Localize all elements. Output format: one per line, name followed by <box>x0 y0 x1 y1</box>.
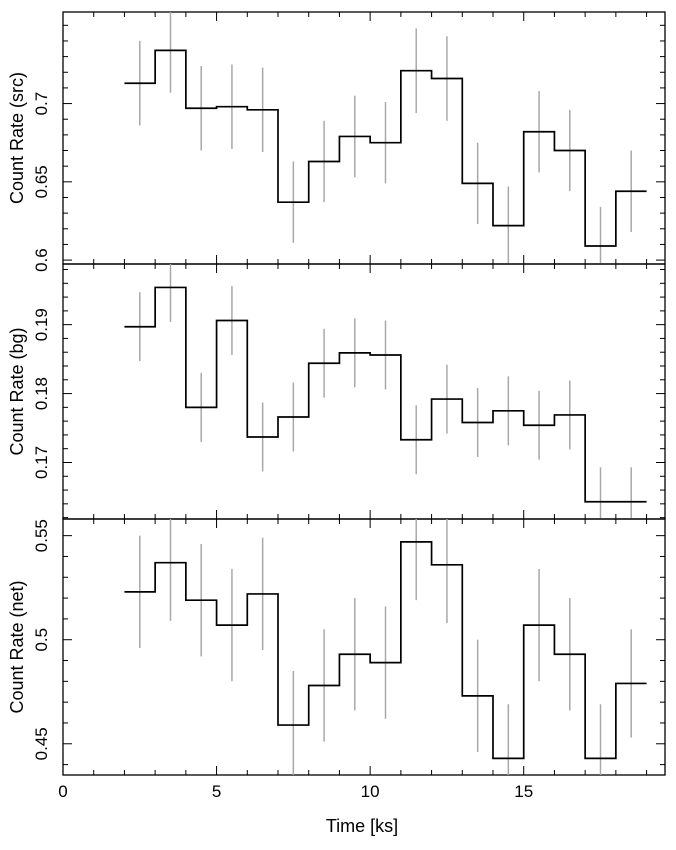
y-tick-label: 0.55 <box>32 519 51 552</box>
data-layer <box>124 12 647 264</box>
y-tick-label: 0.19 <box>32 308 51 341</box>
y-axis-title: Count Rate (src) <box>7 72 27 204</box>
y-axis-title: Count Rate (net) <box>7 580 27 713</box>
y-tick-label: 0.45 <box>32 727 51 760</box>
panel-1: 0.6 0.65 0.7 Count Rate (src) <box>7 11 666 272</box>
step-line <box>124 49 647 247</box>
plot-frame <box>62 11 666 265</box>
y-axis-title: Count Rate (bg) <box>7 327 27 455</box>
panel-2: 0.17 0.18 0.19 Count Rate (bg) <box>7 263 666 520</box>
data-layer <box>124 264 647 519</box>
x-tick-label: 0 <box>58 782 67 801</box>
x-tick-label: 15 <box>514 782 533 801</box>
step-line <box>124 541 647 760</box>
plot-frame <box>62 518 666 776</box>
x-tick-label: 10 <box>361 782 380 801</box>
y-tick-label: 0.18 <box>32 377 51 410</box>
panel-3: 0.45 0.5 0.55 Count Rate (net) <box>7 518 666 776</box>
y-tick-label: 0.7 <box>32 92 51 116</box>
step-line <box>124 286 647 503</box>
y-tick-label: 0.17 <box>32 446 51 479</box>
plot-frame <box>62 263 666 520</box>
data-layer <box>124 519 647 775</box>
x-tick-label: 5 <box>212 782 221 801</box>
y-tick-label: 0.65 <box>32 165 51 198</box>
x-axis-title: Time [ks] <box>326 816 398 836</box>
y-tick-label: 0.6 <box>32 248 51 272</box>
y-tick-label: 0.5 <box>32 628 51 652</box>
